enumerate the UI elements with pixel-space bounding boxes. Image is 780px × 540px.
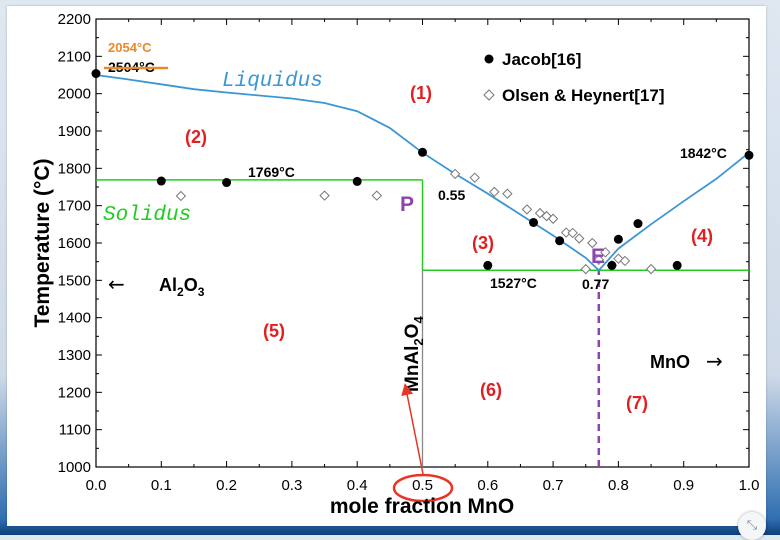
highlight-arrow: [401, 383, 424, 475]
jacob-data-point: [91, 69, 101, 79]
olsen-data-point: [319, 190, 330, 201]
jacob-data-point: [352, 176, 362, 186]
x-tick-label: 0.0: [86, 477, 107, 494]
jacob-data-point: [633, 219, 643, 229]
olsen-data-point: [587, 237, 598, 249]
olsen-data-point: [574, 233, 585, 244]
jacob-data-point: [529, 217, 539, 227]
y-tick-label: 1800: [58, 160, 91, 177]
region-label-3: (3): [472, 233, 494, 253]
jacob-data-point: [418, 147, 427, 157]
legend: Jacob[16] Olsen & Heynert[17]: [483, 50, 665, 105]
olsen-data-point: [469, 172, 480, 183]
collapse-arrows-icon[interactable]: ⤡: [738, 512, 766, 540]
jacob-data-point: [672, 260, 682, 270]
phase-diagram-chart: 0.0 0.1 0.2 0.3 0.4 0.5 0.6 0.7 0.8 0.9 1.0 1000 11…: [31, 11, 760, 518]
y-axis-title: Temperature (°C): [31, 158, 54, 327]
x-tick-label: 0.1: [151, 477, 172, 494]
x-tick-label: 0.3: [281, 477, 302, 494]
olsen-data-point: [489, 186, 500, 198]
region-label-5: (5): [263, 321, 285, 341]
y-tick-label: 1200: [58, 384, 91, 401]
point-e-label: E: [591, 245, 605, 268]
olsen-data-point: [175, 190, 187, 202]
y-tick-labels: 1000 1100 1200 1300 1400 1500 1600 1700 1800 1900…: [58, 11, 91, 476]
liquidus-label: Liquidus: [222, 70, 323, 93]
x-tick-labels: 0.0 0.1 0.2 0.3 0.4 0.5 0.6 0.7 0.8 0.9 1.0: [86, 477, 760, 494]
jacob-data-point: [613, 234, 623, 244]
jacob-data-point: [156, 176, 166, 186]
region-label-1: (1): [410, 83, 432, 103]
x-tick-label: 0.7: [543, 477, 564, 494]
olsen-data-point: [521, 204, 533, 215]
x-tick-label: 0.2: [216, 477, 237, 494]
mno-label: MnO: [650, 352, 690, 372]
axis-ticks: [95, 18, 750, 468]
point-p-label: P: [400, 193, 414, 216]
y-tick-label: 1000: [58, 459, 91, 476]
jacob-data-point: [483, 260, 493, 270]
region-label-7: (7): [626, 393, 648, 413]
x-tick-label: 0.6: [477, 477, 498, 494]
x-tick-label: 0.5: [412, 477, 433, 494]
olsen-data-point: [502, 188, 513, 199]
solidus-label: Solidus: [103, 204, 191, 227]
jacob-data-point: [607, 260, 617, 270]
y-tick-label: 1300: [58, 347, 91, 364]
x-tick-label: 0.8: [608, 477, 629, 494]
liquidus-curve: [95, 74, 750, 272]
olsen-data-point: [600, 247, 611, 258]
y-tick-label: 2200: [58, 11, 91, 28]
data-points: [91, 69, 754, 275]
olsen-data-point: [567, 227, 578, 239]
y-tick-label: 1100: [59, 422, 91, 439]
olsen-data-point: [619, 255, 631, 267]
legend-label-jacob: Jacob[16]: [502, 50, 581, 69]
jacob-data-point: [555, 236, 565, 246]
highlight-circle: [392, 473, 454, 503]
left-arrow-icon: ←: [108, 272, 125, 296]
olsen-data-point: [560, 227, 572, 238]
x-axis-title: mole fraction MnO: [330, 495, 514, 518]
eutectic-temp-label: 1527°C: [490, 275, 537, 291]
mno-melting-temp-label: 1842°C: [680, 145, 727, 161]
right-arrow-icon: →: [706, 349, 723, 373]
collapse-glyph: ⤡: [746, 518, 758, 533]
olsen-data-point: [580, 263, 591, 275]
olsen-data-point: [593, 254, 605, 266]
y-tick-label: 2100: [58, 48, 91, 65]
olsen-data-point: [645, 263, 657, 275]
chart-frame: 0.0 0.1 0.2 0.3 0.4 0.5 0.6 0.7 0.8 0.9 1.0 1000 11…: [7, 6, 766, 526]
jacob-data-point: [222, 178, 232, 188]
legend-marker-jacob: [484, 54, 494, 64]
x-tick-label: 1.0: [739, 477, 760, 494]
al2o3-label: Al2O3: [159, 275, 205, 299]
y-tick-label: 2000: [58, 86, 91, 103]
legend-marker-olsen: [483, 89, 495, 101]
olsen-data-point: [547, 213, 559, 224]
y-tick-label: 1900: [58, 123, 91, 140]
region-label-6: (6): [480, 380, 502, 400]
y-tick-label: 1600: [58, 235, 91, 252]
region-label-2: (2): [185, 127, 207, 147]
olsen-data-point: [371, 190, 382, 201]
peritectic-comp-label: 0.55: [438, 187, 465, 203]
corrected-temp-label: 2054°C: [108, 40, 152, 55]
y-tick-label: 1400: [58, 310, 91, 327]
x-tick-label: 0.4: [347, 477, 368, 494]
y-tick-label: 1500: [58, 272, 91, 289]
solidus-temp-label: 1769°C: [248, 164, 295, 180]
mnal2o4-label: MnAl2O4: [402, 316, 426, 392]
olsen-data-point: [449, 168, 461, 180]
jacob-data-point: [744, 150, 754, 160]
x-tick-label: 0.9: [673, 477, 694, 494]
legend-label-olsen: Olsen & Heynert[17]: [502, 86, 665, 105]
eutectic-comp-label: 0.77: [582, 276, 609, 292]
region-label-4: (4): [691, 226, 713, 246]
y-tick-label: 1700: [58, 198, 91, 215]
